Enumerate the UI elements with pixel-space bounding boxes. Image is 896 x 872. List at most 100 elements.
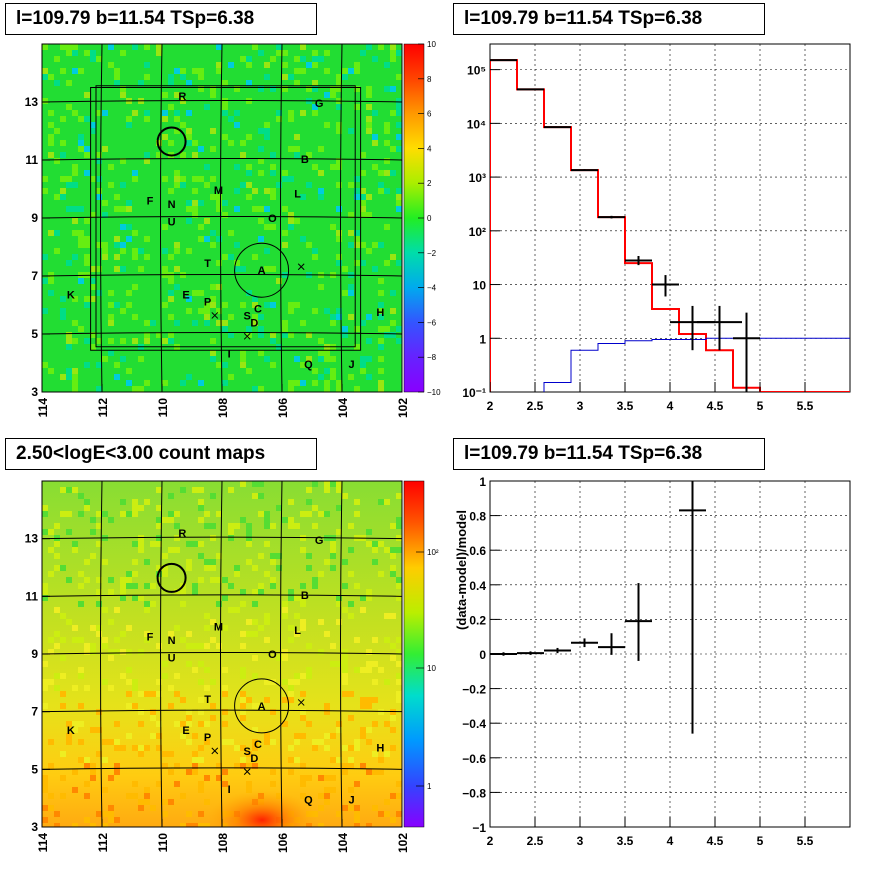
br-y-tick-label: 0 (479, 648, 486, 662)
br-x-tick-label: 4.5 (707, 834, 724, 848)
tr-x-tick-label: 3 (577, 399, 584, 413)
map-y-tick-label: 11 (25, 589, 38, 603)
graticule-lon (100, 481, 103, 827)
map-x-tick-label: 108 (216, 833, 230, 853)
graticule-lat (42, 274, 402, 277)
roi-box (90, 87, 362, 351)
source-label-l: L (294, 625, 301, 637)
br-x-tick-label: 3.5 (617, 834, 634, 848)
br-x-tick-label: 2.5 (527, 834, 544, 848)
tr-x-tick-label: 3.5 (617, 399, 634, 413)
tr-x-tick-label: 5 (757, 399, 764, 413)
map-y-tick-label: 5 (31, 762, 38, 776)
source-label-c: C (254, 739, 262, 751)
graticule-lat (42, 100, 402, 103)
graticule-lon (160, 44, 163, 392)
tl-palette-label: 6 (427, 110, 432, 119)
br-ylabel: (data-model)/model (454, 510, 469, 630)
br-x-tick-label: 4 (667, 834, 674, 848)
bl-panel-title: 2.50<logE<3.00 count maps (5, 438, 317, 470)
source-label-n: N (168, 635, 176, 647)
tl-palette-label: −10 (427, 388, 441, 397)
tr-y-tick-label: 10⁻¹ (462, 386, 486, 400)
source-label-r: R (178, 91, 186, 103)
br-y-tick-label: 0.4 (469, 579, 486, 593)
tr-y-tick-label: 1 (479, 332, 486, 346)
source-label-c: C (254, 303, 262, 315)
map-x-tick-label: 114 (36, 398, 50, 418)
source-label-t: T (204, 694, 211, 706)
tl-palette-label: 10 (427, 40, 436, 49)
source-label-r: R (178, 528, 186, 540)
source-cross (297, 263, 305, 271)
map-y-tick-label: 13 (25, 95, 39, 109)
source-label-m: M (214, 185, 223, 197)
map-x-tick-label: 108 (216, 398, 230, 418)
tl-panel-title: l=109.79 b=11.54 TSp=6.38 (5, 3, 317, 35)
source-label-i: I (228, 349, 231, 361)
bl-hotspot (207, 790, 317, 827)
br-y-tick-label: 0.6 (469, 544, 486, 558)
map-x-tick-label: 110 (156, 833, 170, 853)
map-x-tick-label: 112 (96, 398, 110, 418)
graticule-lat (42, 709, 402, 713)
graticule-lon (100, 44, 103, 392)
map-y-tick-label: 13 (25, 532, 39, 546)
br-x-tick-label: 2 (487, 834, 494, 848)
tr-spectrum-panel: 2 2.5 3 3.5 4 4.5 5 5.5 10⁵ 10⁴ 10³ 10² 10 1 10⁻¹ (462, 43, 851, 413)
map-y-tick-label: 3 (31, 820, 38, 834)
tr-y-tick-label: 10³ (469, 171, 486, 185)
source-label-p: P (204, 732, 211, 744)
source-label-j: J (349, 359, 355, 371)
tr-x-tick-label: 2 (487, 399, 494, 413)
bl-palette-label: 10² (427, 548, 439, 557)
map-x-tick-label: 106 (276, 398, 290, 418)
bl-palette (403, 480, 425, 828)
source-label-q: Q (304, 359, 313, 371)
target-circle (156, 126, 187, 157)
map-x-tick-label: 102 (396, 398, 410, 418)
source-label-b: B (301, 590, 309, 602)
source-cross (211, 312, 219, 319)
tl-palette-label: 8 (427, 75, 432, 84)
source-label-a: A (258, 701, 266, 713)
bl-map-noise (42, 481, 402, 827)
source-circle-a (234, 678, 290, 734)
source-label-m: M (214, 621, 223, 633)
tl-palette-label: 2 (427, 179, 432, 188)
graticule-lat (42, 594, 402, 597)
source-label-d: D (250, 753, 258, 765)
map-y-tick-label: 11 (25, 153, 38, 167)
br-grid (489, 480, 850, 828)
br-series (490, 481, 706, 734)
tl-palette-label: 0 (427, 214, 432, 223)
tl-palette-label: −8 (427, 353, 437, 362)
br-residual-panel: 2 2.5 3 3.5 4 4.5 5 5.5 1 0.8 0.6 0.4 0.2 0 −0.2 −0.4 −0… (454, 475, 851, 848)
source-label-b: B (301, 154, 309, 166)
source-label-n: N (168, 199, 176, 211)
tr-x-tick-label: 4 (667, 399, 674, 413)
tl-palette-labels: 10 8 6 4 2 0 −2 −4 −6 −8 −10 (418, 40, 441, 397)
tr-y-tick-label: 10² (469, 225, 486, 239)
br-x-tick-label: 3 (577, 834, 584, 848)
tr-y-tick-label: 10 (473, 279, 487, 293)
source-label-a: A (258, 265, 266, 277)
source-label-j: J (349, 794, 355, 806)
tl-palette-label: −4 (427, 284, 437, 293)
map-y-tick-label: 3 (31, 385, 38, 399)
br-y-tick-label: −0.2 (462, 683, 486, 697)
tl-palette-label: −2 (427, 249, 437, 258)
source-cross (243, 332, 251, 340)
tr-y-tick-label: 10⁴ (467, 117, 486, 131)
tr-axes: 2 2.5 3 3.5 4 4.5 5 5.5 10⁵ 10⁴ 10³ 10² 10 1 10⁻¹ (462, 64, 813, 413)
source-label-q: Q (304, 794, 313, 806)
tr-x-tick-label: 4.5 (707, 399, 724, 413)
graticule-lon (220, 481, 223, 827)
tr-x-tick-label: 5.5 (797, 399, 814, 413)
source-label-u: U (168, 216, 176, 228)
map-x-tick-label: 104 (336, 398, 350, 418)
source-label-k: K (67, 290, 75, 302)
source-label-l: L (294, 189, 301, 201)
graticule-lon (280, 44, 283, 392)
